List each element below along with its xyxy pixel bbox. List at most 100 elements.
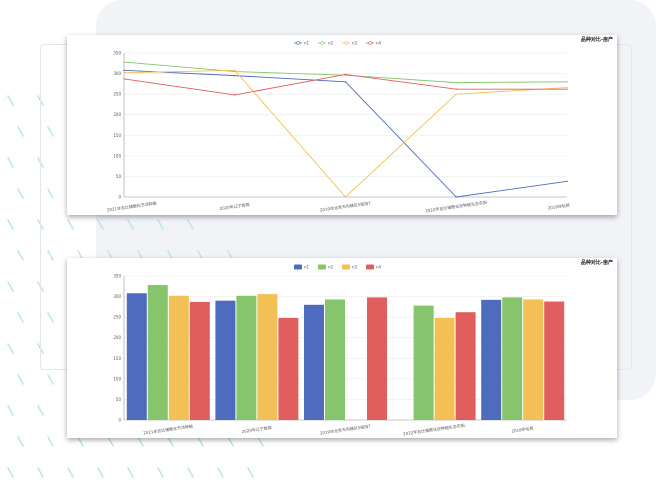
bar-legend-swatch: [342, 264, 350, 270]
line-y-tick-label: 150: [113, 133, 121, 138]
bar-x-tick-label: 2022年吉比镇散化宗种植生态农田: [403, 422, 465, 437]
decorative-dash: [167, 436, 174, 447]
line-x-tick-label: 2019年北京市沟镇区5亩田7: [319, 199, 371, 212]
bar-legend-label: n3: [352, 265, 358, 270]
line-point-n4: [123, 78, 125, 80]
decorative-dash: [197, 436, 204, 447]
line-x-tick-label: 2020年辽宁郎郭: [219, 201, 250, 211]
decorative-dash: [137, 436, 144, 447]
decorative-dash: [7, 405, 14, 416]
bar-x-tick-label: 2019年北京市沟镇区5亩田7: [319, 422, 371, 435]
decorative-dash: [37, 405, 44, 416]
decorative-dash: [7, 467, 14, 478]
bar-n1: [126, 293, 147, 420]
bar-n3: [434, 317, 455, 420]
line-legend-label: n3: [352, 41, 358, 46]
line-x-tick-label: 2018年哈郎: [547, 202, 570, 211]
bar-n3: [168, 295, 189, 420]
decorative-dash: [257, 436, 264, 447]
bar-n4: [455, 312, 476, 420]
line-point-n4: [234, 94, 236, 96]
decorative-dash: [127, 467, 134, 478]
bar-legend-swatch: [294, 264, 302, 270]
line-legend-label: n4: [376, 41, 382, 46]
line-x-tick-label: 2022年吉比镇散化宗种植生态农田: [425, 199, 487, 214]
line-point-n3: [455, 93, 457, 95]
bar-n2: [325, 299, 345, 420]
decorative-dash: [17, 374, 24, 385]
bar-chart-title: 品种对比-亩产: [580, 260, 613, 266]
line-x-tick-label: 2021年吉比镇散化节活种植: [106, 200, 157, 213]
bar-x-tick-label: 2018年哈郎: [511, 425, 534, 434]
decorative-dash: [47, 374, 54, 385]
bar-y-tick-label: 100: [113, 376, 121, 381]
line-point-n4: [455, 88, 457, 90]
decorative-dash: [187, 467, 194, 478]
bar-n4: [367, 297, 387, 420]
decorative-dash: [17, 188, 24, 199]
decorative-dash: [7, 281, 14, 292]
line-point-n1: [566, 180, 568, 183]
line-point-n4: [566, 88, 568, 90]
decorative-dash: [97, 467, 104, 478]
decorative-dash: [47, 436, 54, 447]
decorative-dash: [37, 467, 44, 478]
line-point-n3: [344, 196, 347, 198]
bar-legend-swatch: [366, 264, 374, 270]
decorative-dash: [7, 219, 14, 230]
bar-chart-card: 品种对比-亩产 0 50 100 150 200 250 300 350 2021年吉比镇散化节…: [67, 258, 617, 438]
line-point-n1: [234, 74, 236, 77]
line-chart-card: 品种对比-亩产 0 50 100 150 200 250 300 350 2021年吉比镇散化节…: [67, 35, 617, 215]
bar-n3: [257, 294, 278, 420]
bar-legend-label: n2: [328, 265, 334, 270]
bar-legend-label: n4: [376, 265, 382, 270]
bar-x-tick-label: 2020年辽宁郎郭: [241, 424, 272, 434]
line-legend-marker: [296, 41, 300, 45]
decorative-dash: [7, 343, 14, 354]
bar-y-tick-label: 350: [113, 274, 121, 279]
decorative-dash: [7, 157, 14, 168]
line-point-n2: [566, 81, 568, 83]
line-y-tick-label: 0: [118, 195, 121, 200]
bar-y-tick-label: 250: [113, 315, 121, 320]
line-legend-label: n2: [328, 41, 334, 46]
decorative-dash: [217, 467, 224, 478]
bar-n1: [304, 304, 324, 420]
line-point-n1: [455, 196, 457, 198]
decorative-dash: [157, 467, 164, 478]
bar-legend-label: n1: [304, 265, 310, 270]
bar-n1: [481, 299, 502, 420]
line-y-tick-label: 50: [116, 174, 122, 179]
line-series-n2: [123, 61, 568, 84]
bar-y-tick-label: 300: [113, 294, 121, 299]
bar-legend-swatch: [318, 264, 326, 270]
decorative-dash: [17, 126, 24, 137]
bar-y-tick-label: 200: [113, 335, 121, 340]
bar-y-tick-label: 50: [116, 397, 122, 402]
line-legend-marker: [320, 41, 324, 45]
line-legend-marker: [344, 41, 348, 45]
bar-n1: [215, 300, 236, 420]
decorative-dash: [247, 467, 254, 478]
line-point-n2: [455, 81, 457, 84]
line-point-n3: [123, 72, 125, 74]
bar-x-tick-label: 2021年吉比镇散化节活种植: [143, 423, 194, 436]
bar-y-tick-label: 0: [118, 418, 121, 423]
line-point-n4: [344, 73, 347, 76]
line-y-tick-label: 100: [113, 153, 121, 158]
decorative-dash: [77, 436, 84, 447]
line-point-n3: [566, 86, 568, 89]
line-chart: 0 50 100 150 200 250 300 350 2021年吉比镇散化节活种植 2020年…: [106, 41, 570, 214]
bar-n2: [502, 297, 523, 420]
bar-n4: [189, 301, 210, 420]
line-y-tick-label: 250: [113, 92, 121, 97]
line-point-n1: [123, 69, 125, 71]
line-point-n3: [234, 69, 236, 71]
bar-n4: [278, 317, 299, 420]
decorative-dash: [17, 250, 24, 261]
bar-n4: [544, 301, 565, 420]
decorative-dash: [107, 436, 114, 447]
line-y-tick-label: 300: [113, 71, 121, 76]
bar-n2: [236, 295, 257, 420]
line-point-n2: [123, 61, 125, 63]
